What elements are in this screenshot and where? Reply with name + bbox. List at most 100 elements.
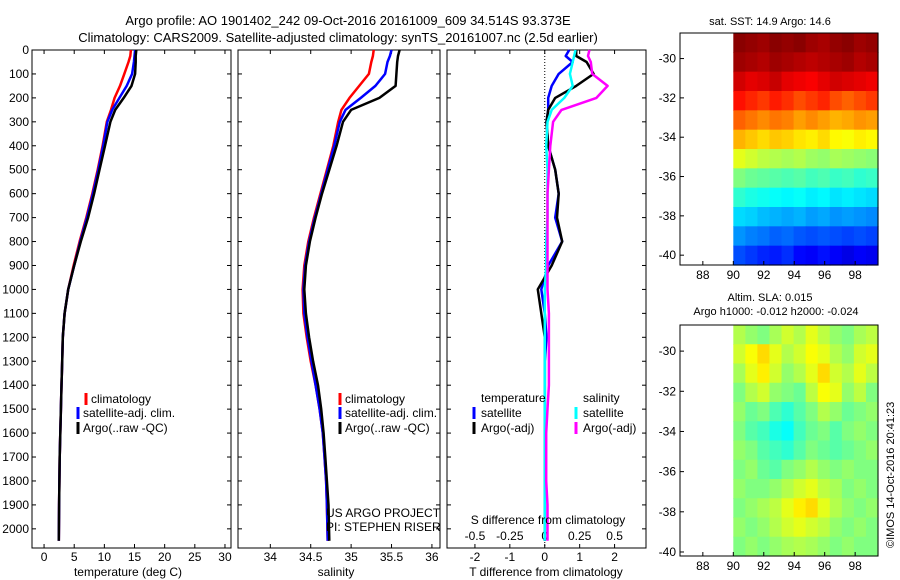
heatmap-cell xyxy=(781,440,795,461)
x-tick-label: 88 xyxy=(696,559,710,573)
heatmap-cell xyxy=(793,459,807,480)
heatmap-cell xyxy=(757,91,771,111)
heatmap-cell xyxy=(793,479,807,499)
y-tick-label: 1300 xyxy=(2,354,29,368)
heatmap-cell xyxy=(793,226,807,247)
heatmap-cell xyxy=(817,344,831,365)
heatmap-cell xyxy=(853,382,867,403)
y-tick-label: -32 xyxy=(659,91,677,105)
legend-label-sal-argo: Argo(-adj) xyxy=(583,421,636,435)
heatmap-cell xyxy=(757,33,771,53)
heatmap-cell xyxy=(817,325,831,345)
y-tick-label: 1600 xyxy=(2,426,29,440)
x-tick-label: 94 xyxy=(788,268,802,282)
heatmap-cell xyxy=(769,149,783,169)
y-tick-label: 1500 xyxy=(2,402,29,416)
heatmap-cell xyxy=(829,402,843,422)
heatmap-cell xyxy=(829,440,843,461)
heatmap-cell xyxy=(781,459,795,480)
x-tick-label: 20 xyxy=(158,550,172,564)
y-tick-label: 800 xyxy=(9,235,29,249)
salinity-plot: 34 34.5 35 35.5 36 xyxy=(238,49,440,564)
heatmap-cell xyxy=(757,129,771,150)
x-tick-label: 96 xyxy=(818,268,832,282)
heatmap-cell xyxy=(841,129,855,150)
legend-label-temp-satellite: satellite xyxy=(481,406,522,420)
heatmap-cell xyxy=(757,536,771,557)
heatmap-cell xyxy=(829,344,843,365)
heatmap-cell xyxy=(745,187,759,208)
heatmap-cell xyxy=(853,517,867,538)
y-tick-label: 200 xyxy=(9,91,29,105)
heatmap-cell xyxy=(757,402,771,422)
heatmap-cell xyxy=(745,536,759,557)
heatmap-cell xyxy=(769,187,783,208)
heatmap-cell xyxy=(829,110,843,131)
heatmap-cell xyxy=(757,325,771,345)
y-tick-label: -38 xyxy=(659,209,677,223)
temperature-legend: climatology satellite-adj. clim. Argo(..… xyxy=(76,392,175,435)
heatmap-cell xyxy=(817,536,831,557)
heatmap-cell xyxy=(829,33,843,53)
heatmap-cell xyxy=(829,187,843,208)
y-tick-label: -38 xyxy=(659,505,677,519)
legend-label-climatology: climatology xyxy=(91,392,151,406)
x-tick-label: 15 xyxy=(128,550,142,564)
heatmap-cell xyxy=(841,245,855,266)
heatmap-cell xyxy=(853,187,867,208)
x-tick-label: 92 xyxy=(757,559,771,573)
heatmap-cell xyxy=(853,325,867,345)
heatmap-cell xyxy=(745,382,759,403)
heatmap-cell xyxy=(793,149,807,169)
heatmap-cell xyxy=(817,245,831,266)
heatmap-cell xyxy=(757,363,771,384)
heatmap-cell xyxy=(853,363,867,384)
heatmap-cell xyxy=(865,110,879,131)
heatmap-cell xyxy=(745,459,759,480)
heatmap-cell xyxy=(841,344,855,365)
heatmap-cell xyxy=(817,363,831,384)
heatmap-cell xyxy=(793,110,807,131)
heatmap-cell xyxy=(817,168,831,189)
heatmap-cell xyxy=(841,440,855,461)
heatmap-cell xyxy=(817,440,831,461)
series-argo-raw-qc- xyxy=(303,49,401,541)
heatmap-cell xyxy=(841,52,855,73)
heatmap-cell xyxy=(865,402,879,422)
y-tick-label: 500 xyxy=(9,163,29,177)
heatmap-cell xyxy=(733,207,746,227)
heatmap-cell xyxy=(829,517,843,538)
heatmap-cell xyxy=(745,363,759,384)
heatmap-cell xyxy=(733,187,746,208)
heatmap-cell xyxy=(769,129,783,150)
heatmap-cell xyxy=(793,517,807,538)
heatmap-cell xyxy=(853,498,867,519)
heatmap-cell xyxy=(733,168,746,189)
heatmap-cell xyxy=(769,459,783,480)
x-tick-label: 35 xyxy=(344,550,358,564)
y-tick-label: 1800 xyxy=(2,474,29,488)
y-tick-label: -40 xyxy=(659,248,677,262)
heatmap-cell xyxy=(829,382,843,403)
heatmap-cell xyxy=(817,517,831,538)
imos-credit: ©IMOS 14-Oct-2016 20:41:23 xyxy=(885,402,897,548)
heatmap-cell xyxy=(865,344,879,365)
figure-title-line2: Climatology: CARS2009. Satellite-adjuste… xyxy=(78,30,598,45)
salinity-axes xyxy=(237,49,441,549)
heatmap-cell xyxy=(745,91,759,111)
heatmap-cell xyxy=(769,344,783,365)
heatmap-cell xyxy=(841,71,855,92)
heatmap-cell xyxy=(745,33,759,53)
heatmap-cell xyxy=(829,479,843,499)
salinity-legend: climatology satellite-adj. clim. Argo(..… xyxy=(338,392,437,435)
heatmap-cell xyxy=(733,325,746,345)
heatmap-cell xyxy=(733,52,746,73)
heatmap-cell xyxy=(853,459,867,480)
heatmap-cell xyxy=(829,52,843,73)
heatmap-cell xyxy=(865,207,879,227)
s-tick-label: 0.25 xyxy=(568,529,592,543)
heatmap-cell xyxy=(829,129,843,150)
heatmap-cell xyxy=(745,421,759,442)
heatmap-cell xyxy=(745,498,759,519)
heatmap-cell xyxy=(853,52,867,73)
